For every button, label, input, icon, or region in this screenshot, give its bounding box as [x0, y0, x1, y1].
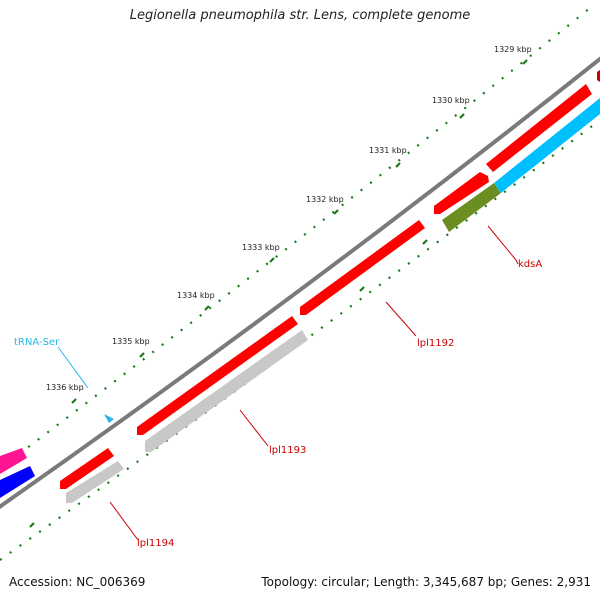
genome-backbone [0, 56, 600, 509]
kbp-label-1331: 1331 kbp [369, 146, 407, 155]
kbp-label-1333: 1333 kbp [242, 243, 280, 252]
kbp-label-1329: 1329 kbp [494, 45, 532, 54]
gene-arrow-lpl1192[interactable] [300, 220, 425, 315]
label-leader-lines [57, 225, 519, 541]
kbp-label-1332: 1332 kbp [306, 195, 344, 204]
cog-track-blue [0, 466, 35, 498]
trna-ser-marker[interactable] [104, 414, 114, 423]
gene-label-lpl1193[interactable]: lpl1193 [269, 445, 306, 456]
topology-summary: Topology: circular; Length: 3,345,687 bp… [261, 575, 591, 589]
gene-label-trna-ser[interactable]: tRNA-Ser [14, 337, 60, 348]
cog-track-magenta [0, 448, 27, 474]
cog-track-olive [442, 183, 501, 232]
kbp-label-1334: 1334 kbp [177, 291, 215, 300]
accession-text: Accession: NC_006369 [9, 575, 146, 589]
gray-arrow-lpl1194[interactable] [66, 461, 124, 503]
kbp-label-1336: 1336 kbp [46, 383, 84, 392]
cog-track-cyan [494, 98, 600, 193]
gene-label-kdsa[interactable]: kdsA [518, 259, 542, 270]
kbp-label-1335: 1335 kbp [112, 337, 150, 346]
gene-arrow-lpl1193[interactable] [137, 316, 298, 435]
gene-label-lpl1192[interactable]: lpl1192 [417, 338, 454, 349]
inner-dotted-ring [0, 119, 600, 561]
map-title: Legionella pneumophila str. Lens, comple… [129, 8, 471, 23]
gene-arrow-upstream[interactable] [486, 84, 592, 172]
gene-arrow-edge[interactable] [597, 70, 600, 82]
gene-arrow-kdsa[interactable] [434, 172, 489, 214]
gray-arrow-lpl1193[interactable] [145, 330, 308, 452]
gene-label-lpl1194[interactable]: lpl1194 [137, 538, 174, 549]
outer-major-ticks [71, 59, 528, 404]
kbp-label-1330: 1330 kbp [432, 96, 470, 105]
gene-arrow-lpl1194[interactable] [60, 448, 114, 489]
